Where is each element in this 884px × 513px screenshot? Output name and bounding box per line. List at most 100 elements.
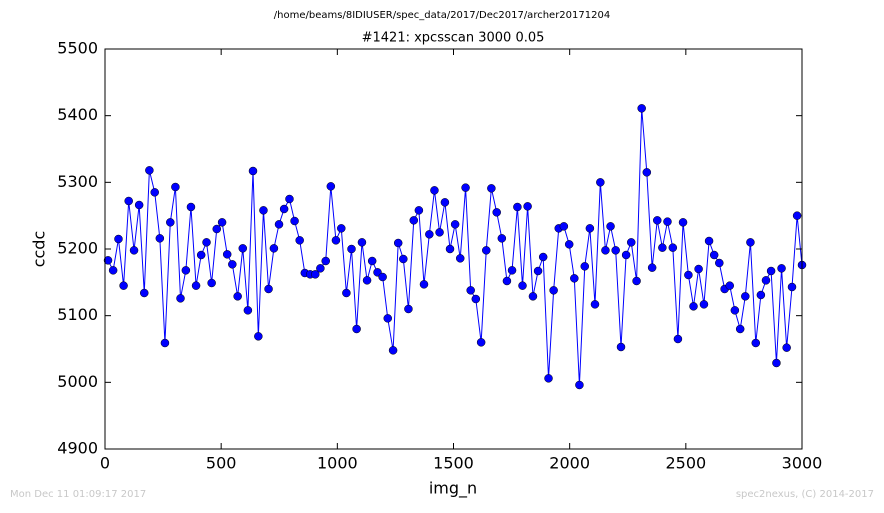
data-point	[145, 166, 154, 175]
data-point	[114, 234, 123, 244]
data-point	[601, 246, 610, 255]
data-point	[399, 254, 408, 264]
data-point	[647, 263, 657, 272]
axes: 0 500 1000 1500 2000 2500 3000 4900 5000 5100 5200…	[57, 39, 822, 473]
data-point	[699, 300, 709, 309]
y-tick-label: 4900	[57, 439, 98, 458]
x-tick-label: 0	[100, 454, 110, 473]
x-tick-label: 1000	[317, 454, 358, 473]
data-point	[476, 338, 486, 347]
data-point	[616, 342, 626, 352]
data-point	[715, 258, 724, 268]
data-point	[440, 198, 450, 207]
data-point	[678, 218, 688, 227]
x-tick-label: 2000	[549, 454, 590, 473]
data-point	[689, 302, 698, 311]
x-tick-label: 500	[206, 454, 237, 473]
data-point	[704, 236, 714, 246]
data-point	[741, 292, 750, 301]
data-point	[264, 284, 273, 294]
data-point	[497, 234, 507, 243]
data-point	[709, 250, 719, 260]
data-point	[673, 334, 683, 344]
data-point	[585, 224, 595, 233]
data-point	[487, 184, 496, 193]
data-point	[694, 264, 703, 274]
data-point	[590, 300, 600, 309]
footer-credit: spec2nexus, (C) 2014-2017	[736, 489, 874, 500]
y-tick-label: 5500	[57, 39, 98, 58]
data-point	[243, 306, 253, 315]
data-point	[285, 194, 294, 204]
data-point	[528, 292, 538, 301]
data-point	[772, 358, 781, 368]
data-point	[642, 168, 652, 177]
suptitle: /home/beams/8IDIUSER/spec_data/2017/Dec2…	[274, 10, 610, 21]
y-tick-label: 5000	[57, 372, 98, 391]
data-point	[596, 178, 605, 187]
data-point	[425, 230, 434, 239]
data-point	[450, 220, 460, 229]
data-point	[119, 281, 128, 290]
data-point	[564, 240, 574, 249]
data-point	[787, 282, 797, 292]
y-tick-label: 5300	[57, 172, 98, 191]
data-point	[621, 250, 631, 260]
data-point	[445, 244, 455, 254]
data-point	[533, 266, 543, 276]
data-point	[684, 270, 693, 280]
x-tick-label: 3000	[782, 454, 823, 473]
data-point	[523, 202, 532, 211]
data-point	[663, 217, 672, 226]
data-point	[207, 278, 216, 288]
data-point	[233, 292, 242, 301]
data-point	[761, 276, 771, 285]
data-point	[134, 200, 144, 210]
data-point	[212, 224, 222, 234]
data-point	[357, 238, 367, 247]
data-point	[238, 244, 248, 253]
data-point	[549, 286, 558, 295]
data-point	[611, 246, 620, 255]
data-point	[311, 270, 320, 279]
data-point	[176, 294, 185, 303]
data-point	[290, 216, 299, 226]
data-point	[580, 262, 590, 271]
data-point	[367, 256, 377, 266]
plot-area	[103, 104, 807, 390]
data-point	[730, 306, 740, 315]
data-point	[326, 182, 336, 191]
data-point	[160, 338, 170, 348]
y-axis-label: ccdc	[30, 231, 49, 268]
x-tick-label: 1500	[433, 454, 474, 473]
data-point	[404, 304, 413, 314]
data-point	[544, 374, 553, 383]
plot-frame	[104, 48, 803, 450]
data-point	[228, 260, 237, 269]
data-point	[626, 238, 636, 247]
data-point	[274, 220, 284, 229]
data-point	[279, 204, 289, 214]
data-point	[222, 250, 232, 259]
data-point	[766, 266, 776, 276]
data-point	[108, 266, 118, 275]
data-point	[653, 216, 662, 225]
data-point	[129, 246, 139, 255]
data-point	[254, 332, 263, 341]
data-point	[482, 246, 491, 255]
data-point	[269, 244, 279, 253]
data-point	[248, 166, 258, 176]
y-tick-label: 5400	[57, 105, 98, 124]
data-point	[316, 264, 325, 273]
data-point	[559, 222, 569, 231]
data-point	[186, 202, 196, 212]
data-point	[606, 222, 615, 231]
footer-timestamp: Mon Dec 11 01:09:17 2017	[10, 489, 146, 500]
data-point	[751, 338, 761, 348]
data-point	[725, 281, 734, 290]
data-point	[414, 206, 424, 215]
data-point	[103, 256, 113, 265]
data-point	[259, 206, 268, 215]
data-point	[331, 236, 341, 245]
